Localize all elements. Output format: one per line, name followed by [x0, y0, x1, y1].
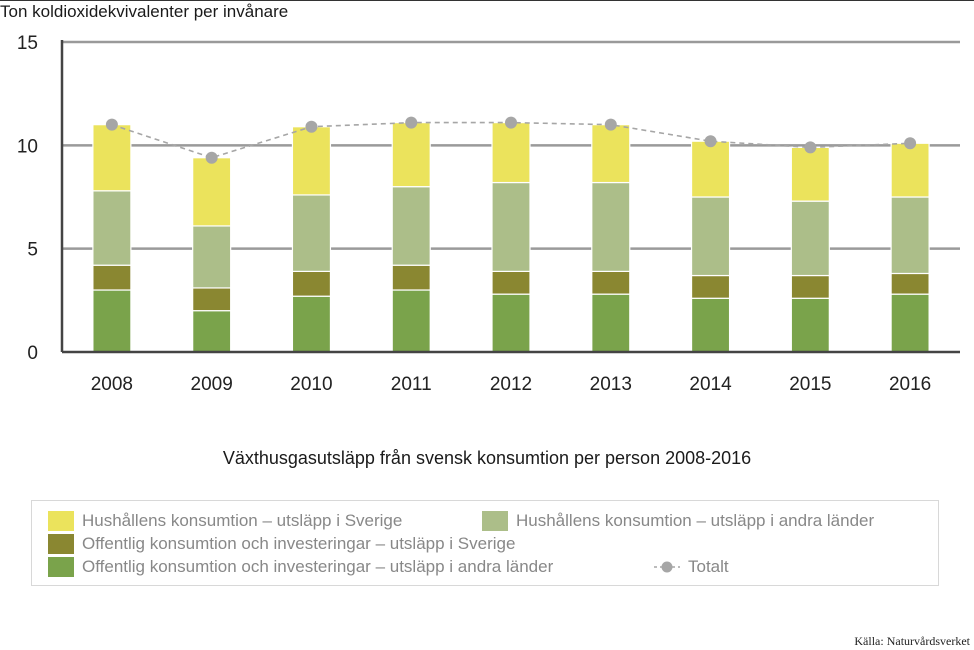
legend-item-off-se: Offentlig konsumtion och investeringar –… [48, 534, 515, 554]
source-note: Källa: Naturvårdsverket [854, 634, 970, 648]
bar-segment-2016-s1 [890, 272, 930, 295]
bar-segment-2015-s2 [790, 200, 830, 277]
y-tick-label-5: 5 [27, 240, 38, 261]
bar-segment-2013-s2 [591, 181, 631, 273]
legend-swatch-hh-se [48, 511, 74, 531]
bar-segment-2013-s0 [591, 293, 631, 353]
bar-segment-2016-s2 [890, 196, 930, 275]
bar-segment-2015-s1 [790, 274, 830, 299]
x-tick-label-2011: 2011 [391, 374, 432, 395]
chart-title: Växthusgasutsläpp från svensk konsumtion… [222, 448, 752, 468]
x-tick-label-2010: 2010 [290, 374, 332, 395]
legend-label-total: Totalt [688, 557, 729, 576]
bar-segment-2014-s2 [690, 196, 731, 277]
bar-segment-2009-s1 [192, 287, 232, 312]
bar-segment-2009-s3 [192, 157, 232, 227]
x-tick-label-2013: 2013 [590, 374, 632, 395]
legend-label-hh-other: Hushållens konsumtion – utsläpp i andra … [516, 511, 875, 530]
bar-segment-2010-s2 [291, 194, 332, 273]
stacked-bar-chart: 0 5 10 15 2008 2009 2010 2011 2012 2013 2014 2015 20… [17, 33, 960, 395]
bar-segment-2015-s0 [790, 297, 830, 353]
legend-item-total: Totalt [652, 557, 729, 577]
bar-segment-2014-s1 [690, 274, 731, 299]
bar-segment-2011-s2 [391, 186, 431, 266]
bar-segment-2013-s1 [591, 270, 631, 295]
bar-segment-2015-s3 [790, 146, 830, 202]
legend: Hushållens konsumtion – utsläpp i Sverig… [31, 500, 939, 586]
y-tick-label-15: 15 [17, 33, 38, 54]
total-point-2013 [604, 118, 617, 131]
legend-swatch-hh-other [482, 511, 508, 531]
legend-item-hh-other: Hushållens konsumtion – utsläpp i andra … [482, 511, 874, 531]
bar-segment-2009-s0 [192, 310, 232, 353]
total-point-2012 [505, 116, 517, 129]
legend-item-hh-se: Hushållens konsumtion – utsläpp i Sverig… [48, 511, 402, 531]
bar-segment-2016-s3 [890, 142, 930, 198]
bar-segment-2012-s2 [491, 181, 531, 273]
bar-segment-2014-s0 [690, 297, 731, 353]
legend-label-off-other: Offentlig konsumtion och investeringar –… [82, 557, 554, 576]
legend-swatch-off-se [48, 534, 74, 554]
total-point-2014 [704, 135, 717, 148]
x-tick-label-2009: 2009 [191, 374, 233, 395]
bar-segment-2012-s3 [491, 121, 531, 184]
y-tick-label-0: 0 [27, 343, 38, 364]
total-point-2010 [305, 120, 318, 133]
bar-segment-2010-s1 [291, 270, 332, 297]
legend-symbol-total [654, 561, 680, 573]
x-tick-label-2014: 2014 [689, 374, 732, 395]
top-border [0, 0, 974, 1]
legend-label-off-se: Offentlig konsumtion och investeringar –… [82, 534, 516, 553]
bar-segment-2008-s2 [92, 190, 132, 266]
bar-segment-2010-s3 [291, 126, 332, 196]
legend-label-hh-se: Hushållens konsumtion – utsläpp i Sverig… [82, 511, 403, 530]
bar-segment-2011-s3 [391, 121, 431, 188]
x-tick-label-2012: 2012 [490, 374, 532, 395]
x-tick-label-2015: 2015 [789, 374, 831, 395]
bar-segment-2011-s1 [391, 264, 431, 291]
bar-segment-2008-s1 [92, 264, 132, 291]
bar-segment-2011-s0 [391, 289, 431, 353]
bar-segment-2012-s0 [491, 293, 531, 353]
bar-segment-2013-s3 [591, 124, 631, 184]
bar-segment-2012-s1 [491, 270, 531, 295]
y-tick-label-10: 10 [17, 136, 38, 157]
legend-item-off-other: Offentlig konsumtion och investeringar –… [48, 557, 553, 577]
bar-segment-2016-s0 [890, 293, 930, 353]
total-point-2016 [904, 137, 917, 150]
bar-segment-2008-s3 [92, 124, 132, 192]
bar-segment-2008-s0 [92, 289, 132, 353]
x-tick-label-2008: 2008 [91, 374, 133, 395]
total-point-2008 [105, 118, 118, 131]
total-point-2009 [205, 151, 218, 164]
bar-segment-2010-s0 [291, 295, 332, 353]
y-axis-label: Ton koldioxidekvivalenter per invånare [0, 2, 289, 21]
legend-swatch-off-other [48, 557, 74, 577]
x-tick-label-2016: 2016 [889, 374, 931, 395]
total-point-2015 [804, 141, 817, 154]
total-point-2011 [405, 116, 418, 129]
bar-segment-2014-s3 [690, 140, 731, 198]
bar-segment-2009-s2 [192, 225, 232, 289]
